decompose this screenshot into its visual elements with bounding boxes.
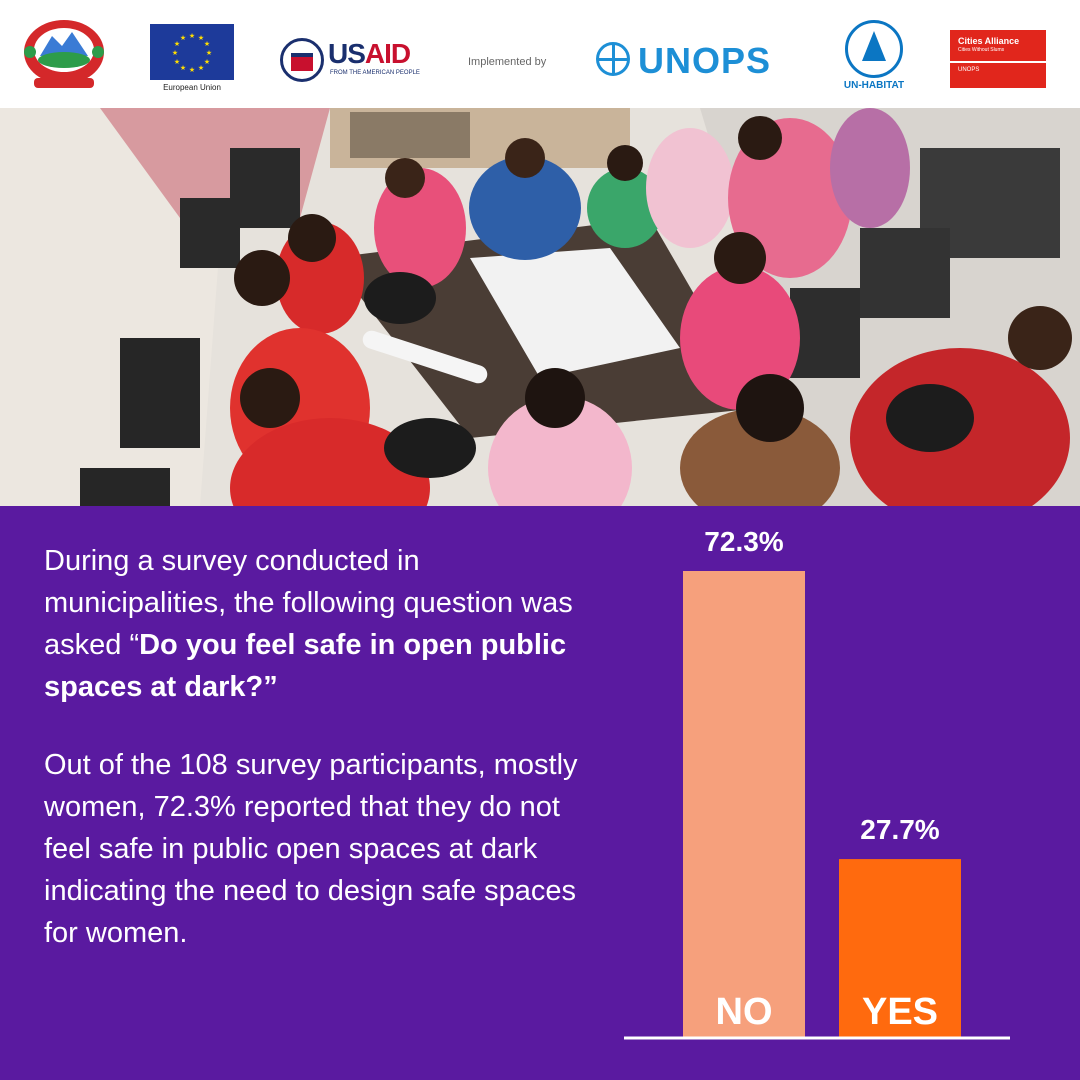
logo-bar: ★ ★ ★ ★ ★ ★ ★ ★ ★ ★ ★ ★ European Union USAID FRO…: [0, 0, 1080, 108]
usaid-logo: USAID FROM THE AMERICAN PEOPLE: [280, 36, 430, 82]
svg-text:★: ★: [204, 58, 210, 66]
survey-finding-paragraph: Out of the 108 survey participants, most…: [44, 749, 578, 949]
nepal-emblem-logo: [16, 12, 112, 98]
unops-logo: UNOPS: [596, 40, 802, 81]
cities-alliance-name: Cities Alliance: [958, 36, 1020, 46]
svg-text:★: ★: [172, 49, 178, 57]
svg-text:★: ★: [198, 64, 204, 72]
category-label-yes: YES: [862, 991, 938, 1033]
usaid-wordmark: USAID: [328, 38, 411, 69]
survey-question: Do you feel safe in open public spaces a…: [44, 629, 567, 703]
svg-text:★: ★: [206, 49, 212, 57]
svg-text:★: ★: [174, 58, 180, 66]
survey-bar-chart: 72.3% NO 27.7% YES: [620, 506, 1020, 1080]
un-habitat-caption: UN-HABITAT: [843, 80, 905, 91]
un-globe-icon: [596, 42, 630, 76]
cities-alliance-divider: [950, 61, 1046, 63]
usaid-seal-icon: [280, 38, 324, 82]
data-label-yes: 27.7%: [860, 814, 939, 845]
workshop-photo: [0, 108, 1080, 506]
svg-text:★: ★: [189, 66, 195, 74]
survey-intro-text: During a survey conducted in municipalit…: [44, 545, 573, 661]
cities-alliance-tagline: Cities Without Slums: [958, 47, 1005, 53]
cities-alliance-logo: Cities Alliance Cities Without Slums UNO…: [950, 30, 1046, 88]
category-label-no: NO: [716, 991, 773, 1033]
eu-caption: European Union: [163, 83, 221, 92]
unops-wordmark: UNOPS: [638, 40, 772, 81]
cities-alliance-host: UNOPS: [958, 67, 980, 73]
svg-text:★: ★: [180, 64, 186, 72]
bar-chart-svg: 72.3% NO 27.7% YES: [624, 526, 1010, 1040]
data-label-no: 72.3%: [704, 526, 783, 557]
svg-text:★: ★: [189, 32, 195, 40]
eu-flag-icon: ★ ★ ★ ★ ★ ★ ★ ★ ★ ★ ★ ★: [150, 24, 234, 80]
svg-text:★: ★: [174, 40, 180, 48]
survey-intro-paragraph: During a survey conducted in municipalit…: [44, 540, 604, 708]
un-habitat-emblem-icon: [845, 20, 903, 78]
usaid-tagline: FROM THE AMERICAN PEOPLE: [330, 70, 420, 76]
survey-text-panel: During a survey conducted in municipalit…: [44, 540, 604, 954]
bar-no: [683, 571, 805, 1038]
european-union-logo: ★ ★ ★ ★ ★ ★ ★ ★ ★ ★ ★ ★ European Union: [150, 24, 234, 92]
svg-text:★: ★: [204, 40, 210, 48]
implemented-by-label: Implemented by: [468, 56, 547, 68]
un-habitat-logo: UN-HABITAT: [832, 20, 916, 100]
svg-text:★: ★: [198, 34, 204, 42]
svg-text:★: ★: [180, 34, 186, 42]
bar-yes: [839, 859, 961, 1038]
